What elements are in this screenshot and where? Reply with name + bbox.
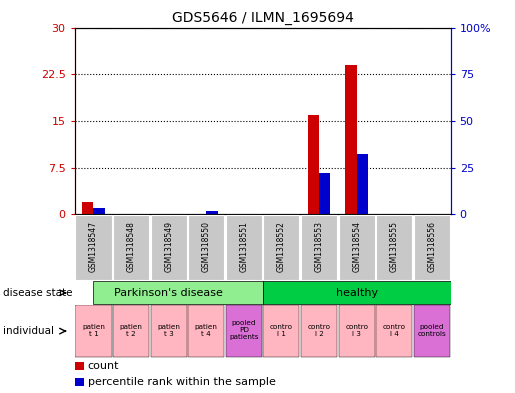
Bar bbox=[226, 215, 262, 280]
Bar bbox=[94, 208, 105, 214]
Text: GSM1318556: GSM1318556 bbox=[427, 221, 436, 272]
Text: GSM1318549: GSM1318549 bbox=[164, 221, 173, 272]
Text: patien
t 1: patien t 1 bbox=[82, 323, 105, 336]
Bar bbox=[301, 305, 337, 357]
Bar bbox=[263, 305, 300, 357]
Bar bbox=[188, 305, 225, 357]
Text: healthy: healthy bbox=[336, 288, 377, 298]
Text: contro
l 3: contro l 3 bbox=[345, 323, 368, 336]
Bar bbox=[308, 115, 319, 214]
Bar bbox=[263, 281, 451, 304]
Bar bbox=[75, 215, 112, 280]
Bar bbox=[94, 281, 263, 304]
Bar bbox=[356, 154, 368, 214]
Text: count: count bbox=[88, 361, 119, 371]
Text: percentile rank within the sample: percentile rank within the sample bbox=[88, 377, 276, 387]
Text: GSM1318554: GSM1318554 bbox=[352, 221, 361, 272]
Bar bbox=[226, 305, 262, 357]
Text: disease state: disease state bbox=[3, 288, 72, 298]
Text: GSM1318547: GSM1318547 bbox=[89, 221, 98, 272]
Text: GSM1318552: GSM1318552 bbox=[277, 221, 286, 272]
Text: GSM1318555: GSM1318555 bbox=[390, 221, 399, 272]
Bar bbox=[150, 215, 187, 280]
Text: GSM1318551: GSM1318551 bbox=[239, 221, 248, 272]
Bar bbox=[414, 305, 450, 357]
Bar bbox=[263, 215, 300, 280]
Text: contro
l 4: contro l 4 bbox=[383, 323, 406, 336]
Text: individual: individual bbox=[3, 326, 54, 336]
Text: Parkinson's disease: Parkinson's disease bbox=[114, 288, 223, 298]
Bar bbox=[113, 305, 149, 357]
Text: contro
l 1: contro l 1 bbox=[270, 323, 293, 336]
Bar bbox=[75, 305, 112, 357]
Bar bbox=[319, 173, 330, 214]
Text: GSM1318553: GSM1318553 bbox=[315, 221, 323, 272]
Bar bbox=[150, 305, 187, 357]
Text: pooled
PD
patients: pooled PD patients bbox=[229, 320, 259, 340]
Bar bbox=[301, 215, 337, 280]
Bar bbox=[75, 378, 84, 386]
Bar bbox=[376, 215, 413, 280]
Bar bbox=[206, 211, 217, 214]
Title: GDS5646 / ILMN_1695694: GDS5646 / ILMN_1695694 bbox=[171, 11, 354, 25]
Bar bbox=[188, 215, 225, 280]
Bar bbox=[338, 215, 375, 280]
Text: patien
t 3: patien t 3 bbox=[157, 323, 180, 336]
Text: pooled
controls: pooled controls bbox=[418, 323, 446, 336]
Text: patien
t 2: patien t 2 bbox=[119, 323, 143, 336]
Bar bbox=[113, 215, 149, 280]
Text: GSM1318548: GSM1318548 bbox=[127, 221, 135, 272]
Bar bbox=[75, 362, 84, 370]
Bar bbox=[338, 305, 375, 357]
Bar bbox=[376, 305, 413, 357]
Bar bbox=[346, 65, 356, 214]
Text: contro
l 2: contro l 2 bbox=[307, 323, 331, 336]
Bar bbox=[414, 215, 450, 280]
Bar bbox=[82, 202, 94, 214]
Text: patien
t 4: patien t 4 bbox=[195, 323, 218, 336]
Text: GSM1318550: GSM1318550 bbox=[202, 221, 211, 272]
